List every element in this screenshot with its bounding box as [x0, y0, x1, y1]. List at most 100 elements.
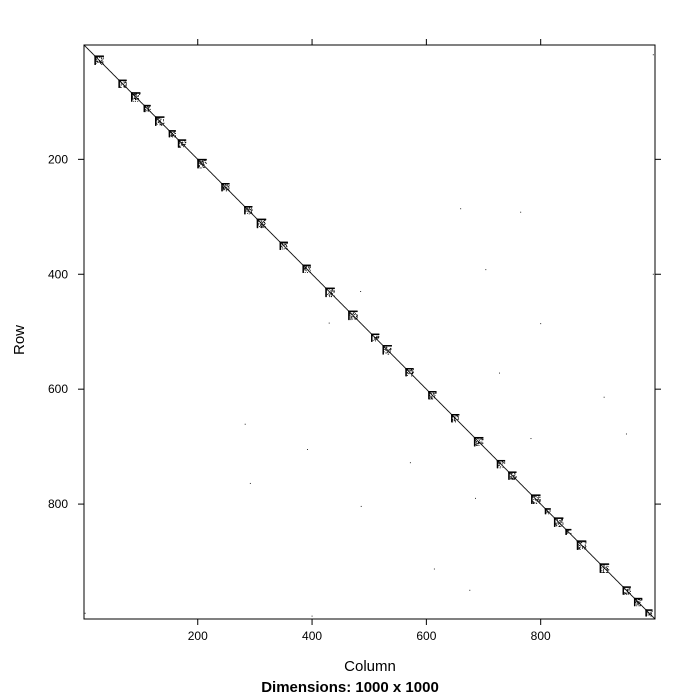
matrix-nonzero-point [160, 116, 162, 118]
matrix-nonzero-point [653, 617, 655, 619]
matrix-nonzero-point [645, 611, 647, 613]
matrix-nonzero-point [149, 105, 151, 107]
matrix-nonzero-point [355, 318, 356, 320]
matrix-nonzero-point [636, 597, 638, 599]
matrix-nonzero-point [481, 436, 483, 438]
matrix-nonzero-point [511, 477, 512, 479]
matrix-nonzero-point [451, 415, 452, 417]
matrix-nonzero-point [549, 508, 551, 510]
matrix-nonzero-point [244, 206, 246, 208]
matrix-nonzero-point [269, 231, 271, 233]
matrix-nonzero-point [95, 55, 97, 57]
matrix-nonzero-point [583, 540, 585, 542]
matrix-nonzero-point [203, 162, 204, 164]
matrix-nonzero-point [306, 265, 308, 267]
matrix-nonzero-point [433, 391, 435, 393]
matrix-nonzero-point [280, 246, 282, 248]
matrix-nonzero-point [179, 141, 181, 142]
matrix-nonzero-point [158, 120, 160, 122]
matrix-nonzero-point [637, 597, 639, 599]
matrix-nonzero-point [244, 210, 246, 212]
matrix-nonzero-point [501, 461, 503, 463]
matrix-nonzero-point [477, 443, 479, 445]
matrix-nonzero-point [383, 346, 384, 348]
matrix-nonzero-point [531, 496, 532, 498]
matrix-nonzero-point [286, 249, 288, 250]
matrix-nonzero-point [405, 368, 407, 369]
matrix-nonzero-point [410, 373, 412, 375]
matrix-nonzero-point [428, 391, 430, 393]
matrix-nonzero-point [133, 94, 135, 96]
matrix-nonzero-point [249, 206, 251, 208]
matrix-nonzero-point [494, 457, 496, 459]
matrix-nonzero-point [159, 117, 160, 119]
matrix-nonzero-point [350, 318, 352, 320]
matrix-nonzero-point [508, 476, 510, 477]
matrix-nonzero-point [162, 123, 164, 125]
matrix-nonzero-point [311, 273, 313, 275]
matrix-nonzero-point [185, 146, 187, 148]
matrix-nonzero-point [527, 490, 529, 492]
matrix-nonzero-point [156, 118, 158, 120]
matrix-nonzero-point [622, 586, 624, 588]
matrix-nonzero-point [639, 599, 641, 600]
matrix-nonzero-point [639, 597, 641, 599]
matrix-nonzero-point [198, 163, 200, 165]
matrix-nonzero-point [565, 532, 567, 534]
matrix-nonzero-point [223, 183, 224, 184]
matrix-nonzero-point [123, 85, 125, 87]
matrix-nonzero-point [545, 509, 547, 511]
matrix-nonzero-point [205, 162, 207, 164]
matrix-nonzero-point [303, 265, 305, 267]
matrix-nonzero-point [372, 333, 374, 335]
matrix-nonzero-point [95, 58, 97, 60]
matrix-nonzero-point [304, 264, 306, 266]
matrix-nonzero-point [502, 465, 504, 467]
matrix-nonzero-point [363, 326, 365, 327]
matrix-nonzero-point [454, 414, 456, 415]
matrix-nonzero-point [325, 293, 327, 295]
matrix-nonzero-point [648, 609, 650, 611]
matrix-nonzero-point [86, 47, 88, 49]
matrix-nonzero-point [308, 265, 310, 267]
matrix-nonzero-point [411, 368, 412, 370]
matrix-nonzero-point [561, 524, 563, 526]
matrix-nonzero-point [135, 94, 137, 96]
matrix-nonzero-point [436, 399, 438, 400]
matrix-nonzero-point [139, 92, 141, 94]
matrix-nonzero-point [257, 218, 259, 220]
matrix-nonzero-point [256, 219, 258, 221]
matrix-nonzero-point [562, 523, 564, 525]
matrix-nonzero-point [623, 588, 625, 590]
matrix-nonzero-point [221, 185, 223, 187]
matrix-nonzero-point [474, 438, 476, 440]
matrix-nonzero-point [572, 536, 574, 538]
matrix-nonzero-point [308, 270, 310, 272]
matrix-nonzero-point [456, 419, 458, 421]
matrix-nonzero-point [607, 569, 609, 571]
matrix-nonzero-point [138, 100, 140, 102]
matrix-nonzero-point [381, 344, 383, 346]
matrix-nonzero-point [598, 562, 600, 564]
matrix-nonzero-point [175, 136, 176, 138]
matrix-nonzero-point [539, 502, 540, 504]
matrix-nonzero-point [97, 55, 99, 57]
matrix-nonzero-point [319, 281, 321, 283]
matrix-nonzero-point [599, 569, 601, 571]
matrix-nonzero-point [155, 117, 156, 119]
matrix-nonzero-point [169, 136, 171, 138]
matrix-nonzero-point [248, 211, 250, 213]
matrix-nonzero-point [247, 206, 249, 207]
matrix-nonzero-point [102, 56, 104, 58]
matrix-nonzero-point [236, 198, 238, 200]
matrix-nonzero-point [227, 188, 228, 190]
matrix-nonzero-point [599, 563, 601, 565]
matrix-nonzero-point [225, 183, 227, 185]
matrix-nonzero-point [581, 540, 583, 542]
matrix-nonzero-point [280, 247, 282, 249]
matrix-nonzero-point [643, 607, 645, 608]
matrix-nonzero-point [108, 69, 110, 71]
matrix-nonzero-point [283, 245, 284, 246]
matrix-nonzero-point [305, 265, 307, 267]
matrix-nonzero-point [622, 589, 624, 591]
